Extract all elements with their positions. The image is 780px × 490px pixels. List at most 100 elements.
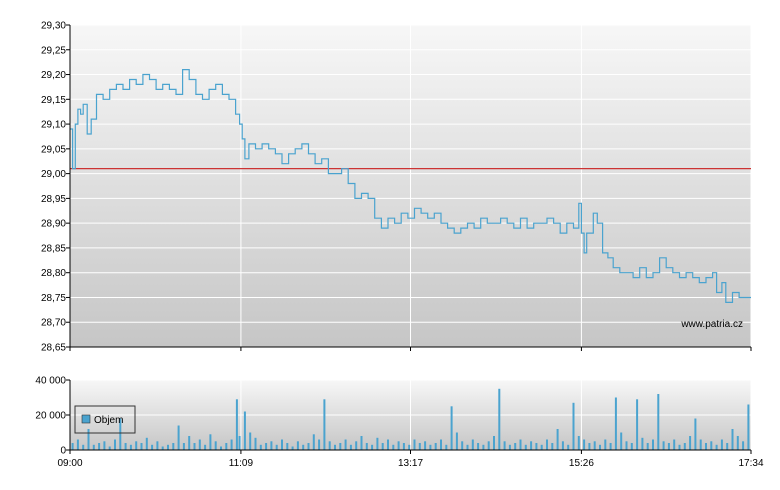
volume-bar xyxy=(424,441,427,451)
price-y-tick-label: 28,80 xyxy=(41,268,66,279)
volume-bar xyxy=(360,436,363,450)
volume-bar xyxy=(498,388,501,451)
volume-bar xyxy=(678,444,681,451)
volume-bar xyxy=(129,444,132,451)
x-tick-label: 11:09 xyxy=(229,458,254,469)
legend-box xyxy=(74,405,136,434)
volume-bar xyxy=(355,441,358,451)
volume-bar xyxy=(418,443,421,450)
volume-bar xyxy=(265,443,268,450)
volume-bar xyxy=(535,443,538,450)
volume-bar xyxy=(710,441,713,451)
volume-bar xyxy=(214,441,217,451)
volume-bar xyxy=(636,399,639,451)
volume-bar xyxy=(689,436,692,450)
volume-bar xyxy=(249,432,252,450)
volume-bar xyxy=(440,439,442,450)
volume-bar xyxy=(281,439,283,450)
volume-bar xyxy=(204,444,207,451)
legend-swatch xyxy=(81,414,91,424)
volume-bar xyxy=(339,443,342,450)
volume-bar xyxy=(349,444,352,451)
volume-bar xyxy=(530,441,533,451)
price-y-tick-label: 28,65 xyxy=(41,343,66,354)
volume-bar xyxy=(540,444,543,451)
volume-bar xyxy=(477,443,480,450)
volume-bar xyxy=(296,441,299,451)
volume-bar xyxy=(167,444,169,451)
volume-bar xyxy=(291,446,294,450)
volume-legend: Objem xyxy=(74,405,136,434)
volume-bar xyxy=(572,402,575,451)
price-y-tick-label: 28,90 xyxy=(41,219,66,230)
volume-bar xyxy=(140,443,143,450)
price-y-tick-label: 29,10 xyxy=(41,120,66,131)
volume-y-tick-label: 40 000 xyxy=(35,376,66,387)
legend-label: Objem xyxy=(94,415,123,426)
price-y-tick-label: 29,00 xyxy=(41,169,66,180)
volume-bar xyxy=(583,439,586,450)
volume-bar xyxy=(726,443,729,450)
volume-bar xyxy=(182,443,185,450)
volume-bar xyxy=(567,444,570,451)
volume-bar xyxy=(408,444,411,451)
volume-y-tick-label: 0 xyxy=(60,446,66,457)
volume-bar xyxy=(646,443,649,450)
volume-bar xyxy=(108,446,111,450)
volume-bar xyxy=(699,439,702,450)
watermark-text: www.patria.cz xyxy=(680,319,743,330)
volume-bar xyxy=(742,441,745,451)
x-tick-label: 13:17 xyxy=(398,458,423,469)
volume-bar xyxy=(715,444,718,451)
volume-bar xyxy=(344,439,347,450)
volume-bar xyxy=(365,443,368,450)
volume-bar xyxy=(652,439,654,450)
volume-bar xyxy=(514,443,517,450)
volume-bar xyxy=(392,444,395,451)
volume-bar xyxy=(657,394,660,450)
volume-bar xyxy=(397,441,400,451)
volume-bar xyxy=(551,443,554,450)
volume-bar xyxy=(145,437,148,451)
volume-bar xyxy=(71,443,74,450)
price-x-ticks xyxy=(69,347,752,351)
volume-bar xyxy=(270,441,273,451)
volume-bar xyxy=(604,439,607,450)
x-tick-label: 15:26 xyxy=(569,458,594,469)
volume-bar xyxy=(747,404,750,450)
volume-bar xyxy=(434,443,437,450)
price-y-tick-label: 28,85 xyxy=(41,243,66,254)
volume-bar xyxy=(376,437,379,451)
volume-bar xyxy=(524,444,527,451)
volume-bar xyxy=(556,429,559,450)
volume-bar xyxy=(98,443,101,450)
volume-bar xyxy=(161,446,164,450)
volume-bar xyxy=(193,443,196,450)
volume-bar xyxy=(259,444,262,451)
volume-bars xyxy=(71,388,750,451)
volume-bar xyxy=(119,418,122,450)
volume-bar xyxy=(705,443,707,450)
volume-bar xyxy=(630,443,633,450)
price-y-tick-label: 28,70 xyxy=(41,318,66,329)
volume-bar xyxy=(238,436,241,450)
volume-bar xyxy=(318,439,321,450)
volume-bar xyxy=(614,397,617,450)
volume-bar xyxy=(151,444,154,451)
volume-bar xyxy=(577,436,580,450)
volume-bar xyxy=(307,443,310,450)
volume-bar xyxy=(209,434,212,451)
volume-bar xyxy=(135,441,138,451)
volume-bar xyxy=(694,418,697,450)
price-y-tick-label: 28,75 xyxy=(41,293,66,304)
volume-bar xyxy=(172,443,175,450)
price-series-line xyxy=(70,69,751,303)
volume-bar xyxy=(254,437,257,451)
volume-bar xyxy=(156,441,159,451)
volume-bar xyxy=(731,429,734,450)
volume-bar xyxy=(720,439,723,450)
volume-bar xyxy=(471,439,474,450)
price-y-tick-label: 29,20 xyxy=(41,70,66,81)
volume-bar xyxy=(593,441,596,451)
